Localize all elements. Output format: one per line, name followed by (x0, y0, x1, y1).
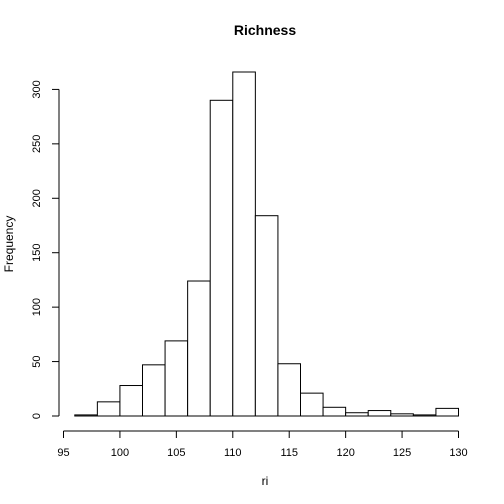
x-tick-label-95: 95 (57, 447, 69, 459)
chart-title: Richness (234, 22, 296, 38)
histogram-bar-3 (142, 364, 166, 417)
histogram-bar-5 (187, 280, 211, 417)
y-tick-label-0: 0 (31, 413, 43, 419)
y-axis-label: Frequency (2, 216, 16, 273)
histogram-bar-6 (209, 99, 234, 417)
x-tick-label-120: 120 (336, 447, 354, 459)
histogram-bar-15 (412, 414, 437, 417)
histogram-bar-10 (300, 392, 324, 417)
histogram-bar-14 (390, 413, 414, 417)
y-tick-label-150: 150 (31, 244, 43, 262)
y-tick-label-300: 300 (31, 80, 43, 98)
x-tick-label-105: 105 (167, 447, 185, 459)
histogram-bar-1 (96, 401, 121, 417)
histogram-bar-9 (277, 363, 301, 417)
y-tick-label-100: 100 (31, 298, 43, 316)
bars-group (74, 71, 459, 417)
histogram-bar-16 (435, 407, 459, 417)
histogram-bar-7 (232, 71, 256, 417)
x-tick-label-100: 100 (111, 447, 129, 459)
y-tick-label-250: 250 (31, 135, 43, 153)
histogram-bar-4 (164, 340, 189, 417)
y-tick-label-200: 200 (31, 189, 43, 207)
histogram-bar-11 (322, 406, 347, 417)
x-axis-label: ri (262, 474, 269, 488)
histogram-bar-13 (367, 410, 392, 417)
x-tick-label-110: 110 (224, 447, 242, 459)
y-axis: 0 50 100 150 200 250 300 (31, 80, 60, 419)
x-tick-label-130: 130 (449, 447, 467, 459)
y-tick-label-50: 50 (31, 355, 43, 367)
x-tick-label-115: 115 (280, 447, 298, 459)
histogram-bar-0 (74, 414, 98, 417)
x-tick-label-125: 125 (393, 447, 411, 459)
x-axis: 95 100 105 110 115 120 125 130 (57, 430, 468, 459)
histogram-bar-12 (345, 412, 369, 417)
histogram-bar-2 (119, 385, 144, 417)
histogram-bar-8 (254, 215, 279, 417)
